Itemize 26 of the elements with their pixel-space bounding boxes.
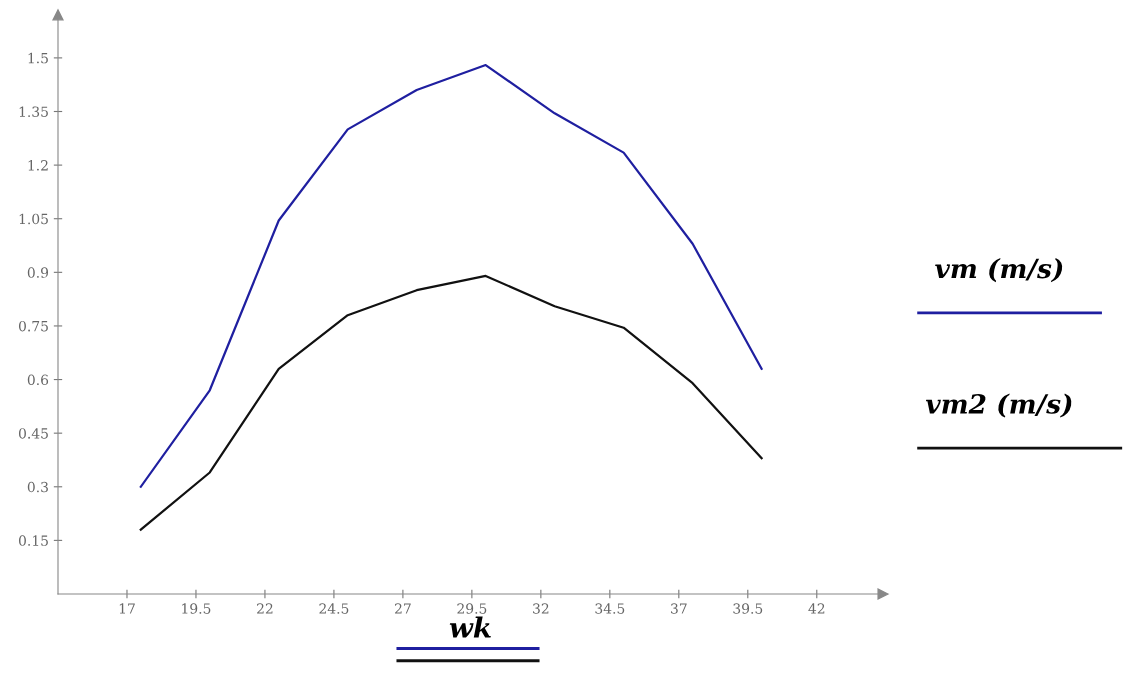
- x-axis-title: wk: [449, 616, 491, 638]
- x-tick-label: 42: [808, 603, 825, 614]
- line-series: [139, 63, 763, 488]
- text: vm (m/s): [935, 258, 1063, 283]
- y-tick-label: 0.9: [27, 267, 49, 278]
- y-tick-label: 0.6: [27, 374, 49, 386]
- x-tick-label: 37: [671, 603, 687, 614]
- y-tick-label: 1.35: [19, 106, 48, 117]
- y-tick-label: 0.45: [18, 428, 48, 439]
- x-tick-label: 29.5: [457, 603, 487, 614]
- y-tick-label: 1.2: [28, 160, 48, 171]
- y-tick-label: 1.5: [28, 52, 48, 64]
- x-tick-label: 19.5: [182, 603, 211, 614]
- y-tick-label: 0.75: [18, 320, 48, 332]
- x-tick-label: 27: [395, 603, 411, 614]
- line-series: [139, 274, 763, 531]
- y-tick-label: 0.15: [18, 535, 48, 546]
- x-tick-label: 34.5: [595, 603, 625, 614]
- x-tick-label: 32: [533, 603, 549, 614]
- x-tick-label: 39.5: [733, 603, 763, 614]
- y-tick-label: 0.3: [27, 481, 48, 493]
- x-tick-label: 22: [257, 603, 273, 614]
- y-tick-label: 1.05: [19, 213, 48, 225]
- x-tick-label: 17: [119, 603, 135, 614]
- x-tick-label: 24.5: [319, 603, 349, 614]
- text: vm2 (m/s): [925, 393, 1072, 418]
